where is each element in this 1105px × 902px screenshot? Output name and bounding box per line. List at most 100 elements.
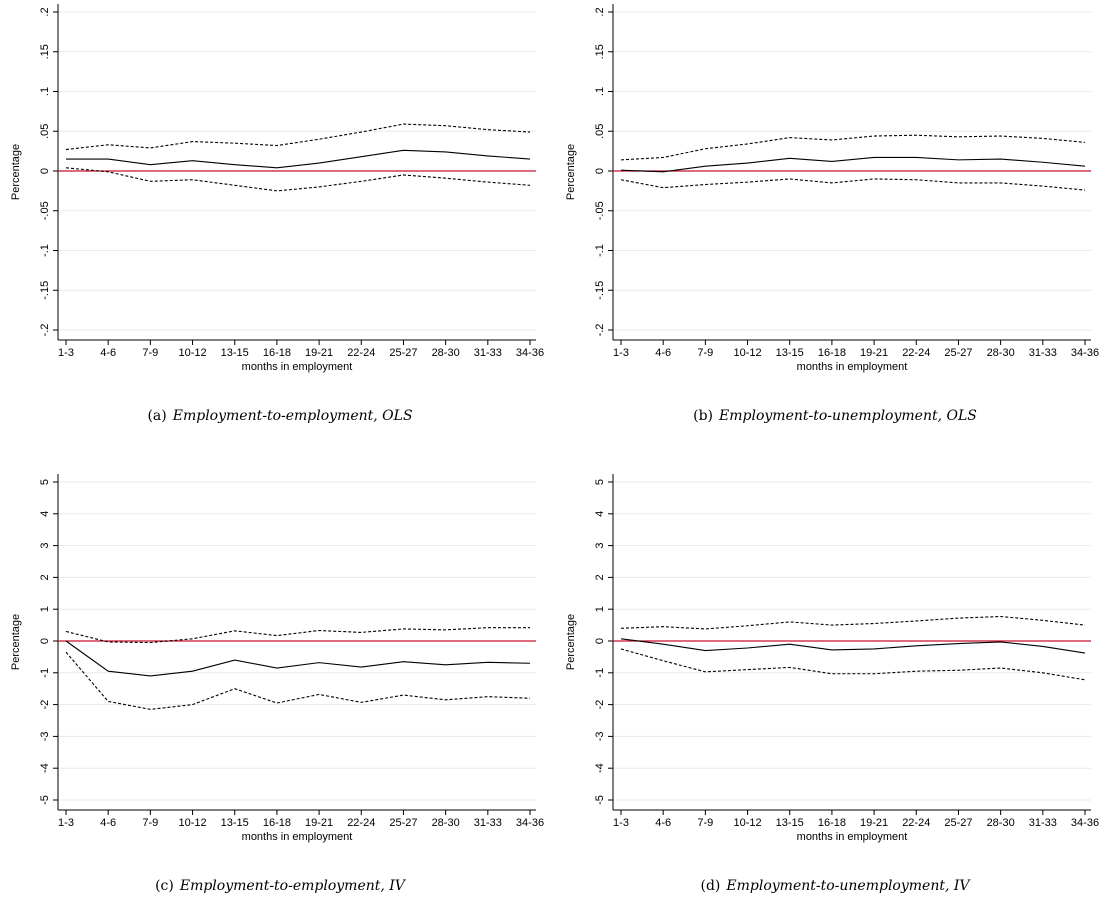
series-line [620,134,1086,161]
caption: (d) Employment-to-unemployment, IV [701,878,972,894]
caption-text: Employment-to-unemployment, IV [725,878,971,894]
x-tick-label: 31-33 [1029,347,1057,359]
x-tick-label: 22-24 [347,347,375,359]
y-tick-label: 0 [39,168,51,174]
x-tick-label: 7-9 [697,817,713,829]
caption-label: (d) [701,878,721,894]
x-tick-label: 13-15 [776,817,804,829]
x-tick-label: 34-36 [1071,817,1099,829]
x-tick-label: 1-3 [613,817,629,829]
y-axis-title: Percentage [565,614,577,670]
series-line [620,615,1086,630]
y-tick-label: 1 [39,606,51,612]
y-tick-label: -5 [39,795,51,805]
caption-label: (c) [155,878,174,894]
x-tick-label: 13-15 [776,347,804,359]
x-tick-label: 7-9 [142,817,158,829]
y-tick-label: 5 [594,479,606,485]
x-tick-label: 16-18 [263,347,291,359]
y-tick-label: .1 [594,87,606,96]
series-line [620,156,1086,173]
x-tick-label: 16-18 [818,347,846,359]
y-tick-label: 5 [39,479,51,485]
x-tick-label: 1-3 [58,347,74,359]
y-tick-label: .1 [39,87,51,96]
x-tick-label: 4-6 [100,347,116,359]
x-tick-label: 34-36 [516,817,544,829]
chart-panel: -5 -4 -3 -2 -1 0 1 2 3 4 5 1-3 4-6 7-9 10-12 13-15 16-18… [565,474,1099,894]
y-tick-label: 4 [594,511,606,517]
x-axis-title: months in employment [797,831,908,843]
y-tick-label: .15 [594,44,606,59]
y-tick-label: -4 [39,763,51,773]
y-tick-label: 0 [39,638,51,644]
y-tick-label: -.2 [39,324,51,337]
x-axis-title: months in employment [242,831,353,843]
x-tick-label: 22-24 [902,347,930,359]
x-tick-label: 1-3 [613,347,629,359]
y-tick-label: .05 [594,124,606,139]
series-line [620,638,1086,654]
y-tick-label: -1 [39,668,51,678]
x-tick-label: 25-27 [944,347,972,359]
y-tick-label: 1 [594,606,606,612]
y-tick-label: -4 [594,763,606,773]
y-tick-label: 2 [39,574,51,580]
series-line [65,651,531,710]
y-tick-label: 3 [594,543,606,549]
x-tick-label: 13-15 [221,817,249,829]
x-tick-label: 31-33 [474,347,502,359]
x-tick-label: 16-18 [818,817,846,829]
chart-panel: -.2 -.15 -.1 -.05 0 .05 .1 .15 .2 1-3 4-6 7-9 10-12 1… [10,4,544,424]
caption: (a) Employment-to-employment, OLS [147,408,412,424]
caption: (b) Employment-to-unemployment, OLS [693,408,977,424]
x-tick-label: 28-30 [987,817,1015,829]
x-tick-label: 10-12 [178,347,206,359]
y-tick-label: -.1 [39,244,51,257]
x-tick-label: 25-27 [389,817,417,829]
y-tick-label: -3 [594,732,606,742]
x-tick-label: 10-12 [733,817,761,829]
y-tick-label: 0 [594,168,606,174]
y-tick-label: -.05 [594,201,606,220]
y-tick-label: -.1 [594,244,606,257]
y-tick-label: -1 [594,668,606,678]
y-tick-label: -.2 [594,324,606,337]
y-tick-label: -.15 [39,281,51,300]
series-line [65,123,531,151]
y-axis-title: Percentage [565,144,577,200]
x-tick-label: 19-21 [305,817,333,829]
series-line [66,149,531,169]
x-tick-label: 10-12 [178,817,206,829]
caption: (c) Employment-to-employment, IV [155,878,407,894]
y-tick-label: -2 [594,700,606,710]
x-tick-label: 34-36 [516,347,544,359]
x-tick-label: 22-24 [902,817,930,829]
series-line [65,640,531,677]
y-tick-label: .2 [594,7,606,16]
caption-label: (a) [147,408,166,424]
x-tick-label: 19-21 [860,817,888,829]
x-tick-label: 4-6 [655,817,671,829]
y-tick-label: .15 [39,44,51,59]
caption-label: (b) [693,408,713,424]
y-tick-label: .05 [39,124,51,139]
y-axis-title: Percentage [10,614,22,670]
y-tick-label: -5 [594,795,606,805]
x-tick-label: 31-33 [474,817,502,829]
x-tick-label: 25-27 [389,347,417,359]
x-tick-label: 7-9 [142,347,158,359]
x-tick-label: 10-12 [733,347,761,359]
x-tick-label: 19-21 [860,347,888,359]
x-tick-label: 25-27 [944,817,972,829]
y-tick-label: 3 [39,543,51,549]
x-tick-label: 34-36 [1071,347,1099,359]
series-line [620,648,1086,681]
y-tick-label: -.15 [594,281,606,300]
x-tick-label: 31-33 [1029,817,1057,829]
x-axis-title: months in employment [797,361,908,373]
y-tick-label: -.05 [39,201,51,220]
x-tick-label: 13-15 [221,347,249,359]
x-axis-title: months in employment [242,361,353,373]
caption-text: Employment-to-employment, OLS [172,408,413,424]
